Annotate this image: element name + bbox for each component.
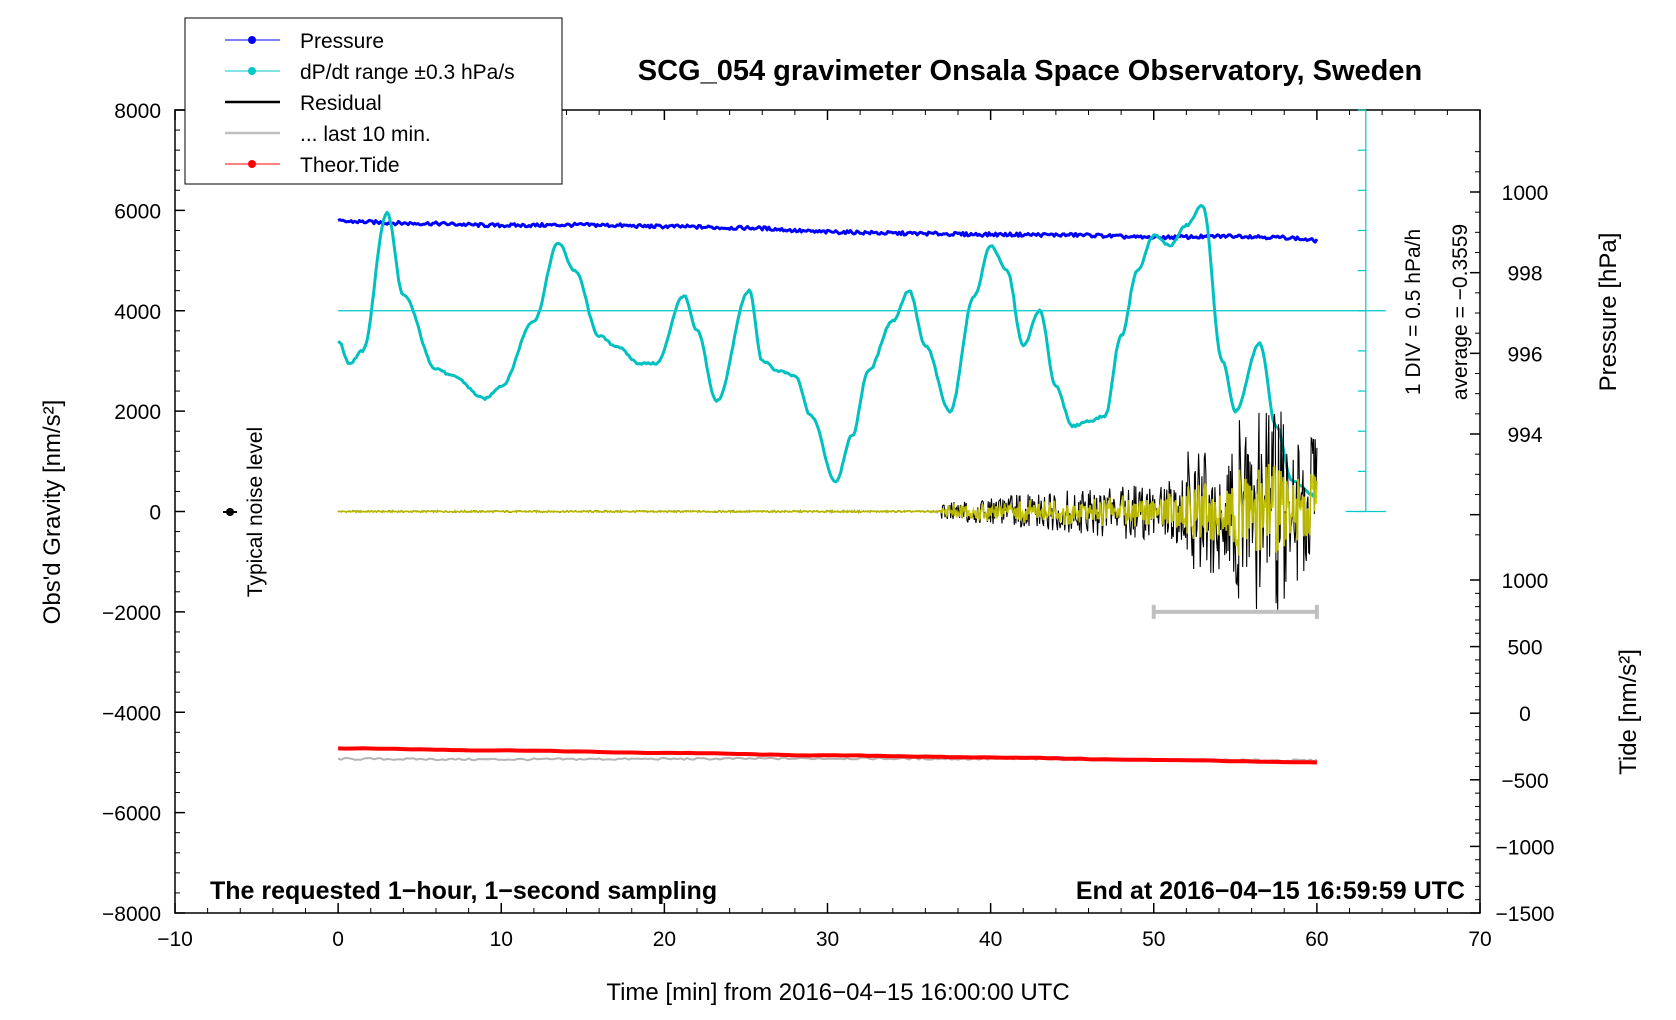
legend-item: dP/dt range ±0.3 hPa/s [225,61,515,84]
x-tick-label: 70 [1468,928,1491,951]
pressure-line [337,218,1319,244]
dpdt-line [337,204,1318,498]
y-tick-label: 8000 [114,100,161,123]
x-tick-label: 40 [979,928,1002,951]
y-tick-label: −2000 [102,602,161,625]
legend-marker [248,36,256,44]
x-tick-label: 30 [816,928,839,951]
pressure-tick-label: 994 [1507,424,1542,447]
x-tick-label: −10 [157,928,193,951]
series-layer [337,204,1319,765]
tide-tick-label: 0 [1519,703,1531,726]
y-tick-label: −8000 [102,903,161,926]
residual-filtered-line [337,463,1318,556]
legend-item: Theor.Tide [225,154,400,177]
pressure-tick-label: 996 [1507,343,1542,366]
tide-tick-label: −1500 [1496,903,1555,926]
y-tick-label: 6000 [114,200,161,223]
legend: Pressure dP/dt range ±0.3 hPa/s Residual..… [184,17,563,185]
tide-tick-label: 1000 [1502,570,1549,593]
legend-item: Residual [225,92,382,115]
end-time-note: End at 2016−04−15 16:59:59 UTC [1076,877,1465,905]
legend-label: Theor.Tide [300,154,400,177]
y-axis-label-tide: Tide [nm/s²] [1615,649,1642,775]
y-tick-label: 0 [149,502,161,525]
y-tick-label: −6000 [102,803,161,826]
legend-label: dP/dt range ±0.3 hPa/s [300,61,515,84]
legend-item: ... last 10 min. [225,123,431,146]
x-tick-label: 0 [332,928,344,951]
y-axis-label-gravity: Obs'd Gravity [nm/s²] [39,400,66,625]
legend-marker [248,67,256,75]
chart-title: SCG_054 gravimeter Onsala Space Observat… [638,55,1422,87]
tide-tick-label: −500 [1501,770,1548,793]
tide-tick-label: 500 [1507,637,1542,660]
average-label: average = −0.3559 [1449,224,1472,400]
legend-label: Residual [300,92,382,115]
div-scale-label: 1 DIV = 0.5 hPa/h [1402,229,1425,395]
axes-layer: −10 0 10 20 30 40 50 60 70 −8000 −6000 −4000 −2000 0 2… [102,100,1554,951]
legend-marker [248,160,256,168]
pressure-tick-label: 998 [1507,263,1542,286]
sampling-note: The requested 1−hour, 1−second sampling [210,877,717,905]
x-tick-label: 20 [653,928,676,951]
x-tick-label: 50 [1142,928,1165,951]
pressure-tick-label: 1000 [1502,182,1549,205]
x-axis-label: Time [min] from 2016−04−15 16:00:00 UTC [606,979,1069,1006]
tide-tick-label: −1000 [1496,836,1555,859]
x-tick-label: 60 [1305,928,1328,951]
x-tick-label: 10 [490,928,513,951]
y-tick-label: −4000 [102,702,161,725]
legend-item: Pressure [225,30,384,53]
noise-level-label: Typical noise level [244,427,267,597]
legend-label: ... last 10 min. [300,123,431,146]
theor-tide-line [338,746,1317,765]
legend-label: Pressure [300,30,384,53]
y-tick-label: 4000 [114,301,161,324]
y-axis-label-pressure: Pressure [hPa] [1595,233,1622,392]
y-tick-label: 2000 [114,401,161,424]
